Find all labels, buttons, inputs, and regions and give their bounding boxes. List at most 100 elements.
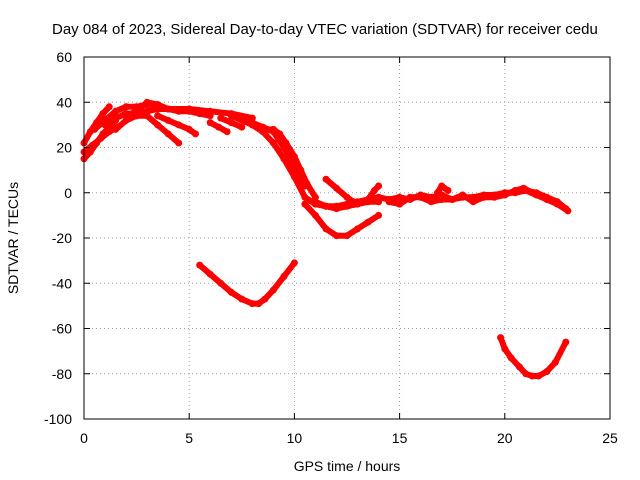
data-point bbox=[238, 123, 246, 131]
series-arc-14 bbox=[301, 200, 383, 240]
data-point bbox=[255, 300, 263, 308]
series-arc-19 bbox=[385, 187, 570, 213]
series-trace bbox=[196, 259, 298, 307]
data-series bbox=[80, 98, 572, 380]
data-point bbox=[417, 193, 425, 201]
data-point bbox=[276, 130, 284, 138]
data-point bbox=[375, 211, 383, 219]
x-tick-label: 15 bbox=[392, 430, 408, 446]
data-point bbox=[280, 273, 288, 280]
data-point bbox=[375, 182, 383, 190]
data-point bbox=[105, 128, 113, 136]
y-axis-label: SDTVAR / TECUs bbox=[5, 182, 21, 294]
data-point bbox=[349, 198, 357, 206]
data-point bbox=[551, 358, 559, 366]
series-arc-8 bbox=[154, 112, 199, 138]
series-arc-22 bbox=[196, 259, 298, 308]
data-point bbox=[269, 139, 277, 147]
series-arc-23 bbox=[497, 334, 570, 380]
data-point bbox=[434, 189, 441, 197]
data-point bbox=[438, 196, 446, 203]
data-point bbox=[480, 193, 488, 201]
y-tick-label: -60 bbox=[52, 321, 72, 337]
data-point bbox=[343, 232, 351, 240]
data-point bbox=[206, 119, 214, 127]
data-point bbox=[175, 139, 183, 147]
data-point bbox=[301, 200, 309, 208]
data-point bbox=[99, 110, 107, 118]
data-point bbox=[143, 112, 151, 120]
data-point bbox=[333, 232, 340, 240]
y-tick-label: 60 bbox=[56, 49, 72, 65]
data-point bbox=[154, 121, 162, 129]
data-point bbox=[261, 295, 269, 303]
series-arc-17 bbox=[364, 182, 383, 203]
data-point bbox=[522, 370, 530, 378]
y-tick-label: 20 bbox=[56, 140, 72, 156]
data-point bbox=[154, 101, 162, 108]
data-point bbox=[175, 107, 183, 115]
series-arc-10 bbox=[217, 114, 246, 131]
data-point bbox=[297, 166, 305, 174]
data-point bbox=[322, 202, 330, 210]
x-tick-label: 10 bbox=[287, 430, 303, 446]
data-point bbox=[223, 128, 231, 136]
series-arc-7 bbox=[122, 98, 172, 120]
data-point bbox=[543, 193, 551, 201]
data-point bbox=[290, 153, 298, 161]
data-point bbox=[333, 205, 340, 213]
data-point bbox=[385, 198, 393, 206]
data-point bbox=[196, 261, 204, 269]
data-point bbox=[444, 187, 452, 194]
data-point bbox=[196, 110, 204, 118]
data-point bbox=[112, 114, 120, 122]
chart-title: Day 084 of 2023, Sidereal Day-to-day VTE… bbox=[52, 21, 598, 38]
x-axis-label: GPS time / hours bbox=[294, 458, 401, 474]
data-point bbox=[215, 123, 223, 131]
data-point bbox=[501, 191, 509, 199]
data-point bbox=[535, 372, 542, 380]
data-point bbox=[227, 112, 235, 120]
data-point bbox=[364, 218, 372, 226]
y-tick-label: -80 bbox=[52, 366, 72, 382]
data-point bbox=[396, 193, 404, 201]
data-point bbox=[143, 98, 151, 106]
data-point bbox=[490, 193, 498, 201]
data-point bbox=[501, 345, 509, 353]
data-point bbox=[528, 189, 536, 197]
data-point bbox=[164, 116, 172, 124]
data-point bbox=[562, 338, 570, 346]
data-point bbox=[448, 196, 456, 203]
data-point bbox=[206, 270, 214, 278]
data-point bbox=[354, 225, 361, 233]
data-point bbox=[227, 288, 235, 296]
x-tick-label: 5 bbox=[185, 430, 193, 446]
data-point bbox=[406, 193, 414, 201]
data-point bbox=[122, 103, 130, 111]
data-point bbox=[91, 125, 98, 133]
data-point bbox=[192, 130, 199, 138]
tick-labels: 0 5 10 15 20 25 -100 -80 -60 -40 -20 0 20 40 60 bbox=[44, 49, 618, 446]
y-tick-label: 0 bbox=[64, 185, 72, 201]
data-point bbox=[511, 187, 519, 194]
data-point bbox=[259, 125, 267, 133]
data-point bbox=[303, 180, 311, 188]
data-point bbox=[185, 125, 193, 133]
data-point bbox=[396, 200, 404, 208]
data-point bbox=[497, 334, 505, 342]
gridlines bbox=[84, 57, 610, 419]
data-point bbox=[97, 134, 105, 142]
data-point bbox=[133, 107, 141, 115]
data-point bbox=[280, 155, 288, 163]
data-point bbox=[322, 175, 330, 183]
data-point bbox=[343, 193, 351, 201]
y-tick-label: 40 bbox=[56, 94, 72, 110]
data-point bbox=[154, 112, 162, 120]
axis-ticks bbox=[83, 56, 611, 420]
data-point bbox=[311, 211, 319, 219]
y-tick-label: -100 bbox=[44, 411, 72, 427]
data-point bbox=[206, 112, 214, 120]
data-point bbox=[248, 121, 256, 129]
data-point bbox=[469, 198, 477, 206]
data-point bbox=[217, 114, 225, 122]
